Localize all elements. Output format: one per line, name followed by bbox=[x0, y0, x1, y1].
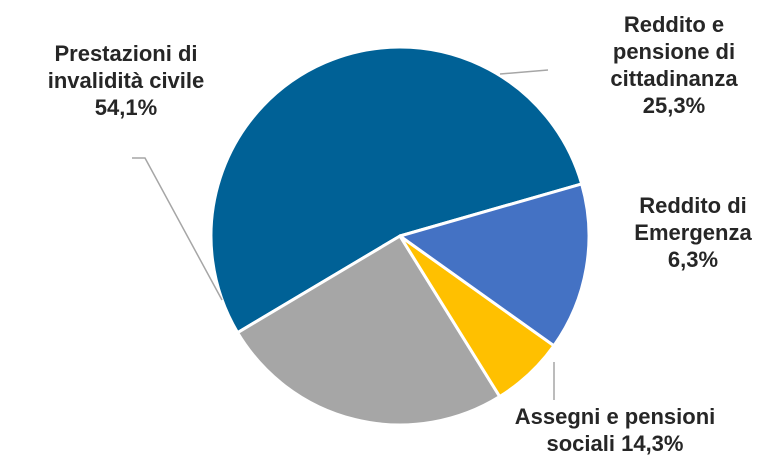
pie-slice-prestazioni-di-invalidit-civile bbox=[209, 45, 584, 335]
label-prestazioni-invalidita-civile: Prestazioni di invalidità civile 54,1% bbox=[47, 41, 205, 120]
pie-slice-assegni-e-pensioni-sociali bbox=[398, 182, 591, 348]
pie-slice-reddito-e-pensione-di-cittadinanza bbox=[236, 234, 502, 427]
label-assegni-pensioni-sociali: Assegni e pensioni sociali 14,3% bbox=[514, 404, 716, 456]
leader-lines bbox=[132, 69, 555, 400]
leader-line-prestazioni bbox=[132, 157, 223, 301]
label-reddito-di-emergenza: Reddito di Emergenza 6,3% bbox=[634, 193, 752, 272]
label-reddito-pensione-cittadinanza: Reddito e pensione di cittadinanza 25,3% bbox=[610, 12, 738, 118]
leader-line-reddito-cittadinanza bbox=[499, 69, 549, 75]
pie-slices bbox=[209, 45, 591, 427]
